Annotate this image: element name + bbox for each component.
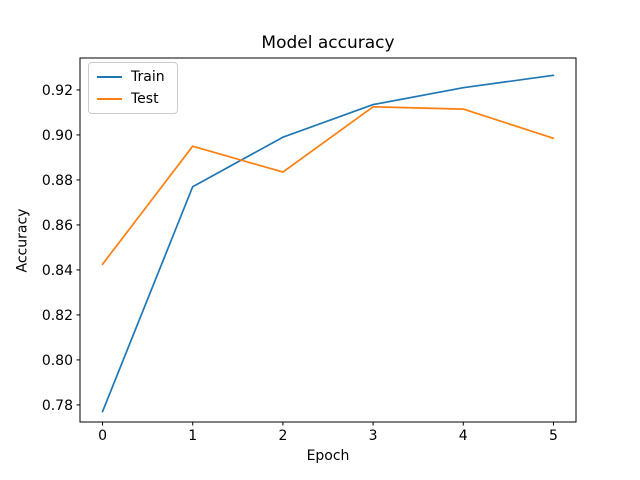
x-tick-label: 3	[369, 428, 378, 444]
legend: Train Test	[88, 62, 178, 114]
test-line-swatch	[97, 98, 122, 100]
x-tick-label: 0	[98, 428, 107, 444]
y-tick-label: 0.92	[42, 83, 73, 99]
x-tick-label: 1	[188, 428, 197, 444]
x-tick-label: 5	[549, 428, 558, 444]
y-tick-label: 0.80	[42, 353, 73, 369]
legend-entry-test: Test	[97, 88, 165, 110]
train-line-swatch	[97, 76, 122, 78]
y-tick-label: 0.82	[42, 308, 73, 324]
y-tick-label: 0.86	[42, 218, 73, 234]
y-tick-label: 0.88	[42, 173, 73, 189]
x-tick-label: 2	[278, 428, 287, 444]
legend-label-train: Train	[131, 69, 165, 85]
axes-frame	[79, 57, 577, 423]
legend-entry-train: Train	[97, 66, 165, 88]
chart-title: Model accuracy	[261, 33, 395, 53]
y-tick-label: 0.78	[42, 398, 73, 414]
y-tick-label: 0.90	[42, 128, 73, 144]
series-line-test	[101, 105, 555, 266]
y-tick-label: 0.84	[42, 263, 73, 279]
x-axis-label: Epoch	[306, 448, 350, 464]
legend-label-test: Test	[131, 91, 159, 107]
y-axis-label: Accuracy	[14, 208, 31, 273]
x-tick-label: 4	[459, 428, 468, 444]
series-line-train	[101, 74, 555, 413]
